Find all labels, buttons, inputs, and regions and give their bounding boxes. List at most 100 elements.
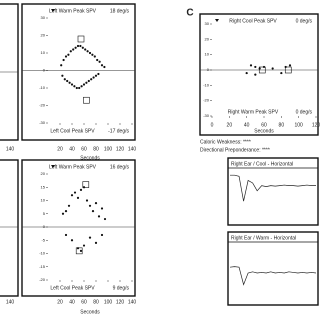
y-tick-label: 15	[41, 184, 46, 189]
y-tick-label: 10	[41, 50, 46, 55]
x-tick-label: 40	[244, 122, 250, 128]
y-tick-label: 20	[41, 33, 46, 38]
data-point	[76, 196, 80, 199]
y-tick-label: -15	[39, 264, 46, 269]
data-point	[67, 204, 71, 207]
data-point	[91, 210, 95, 213]
data-point	[61, 74, 64, 77]
x-tick-label: 140	[128, 299, 137, 305]
x-tick-label: 80	[93, 146, 99, 152]
peak-marker	[83, 96, 90, 104]
bottom-value: 0 deg/s	[296, 109, 313, 115]
data-point	[97, 215, 101, 218]
peak-marker	[77, 35, 85, 43]
data-point	[254, 65, 257, 69]
data-point	[70, 194, 74, 197]
data-point	[63, 78, 66, 81]
y-tick-label: 0	[43, 68, 46, 73]
data-point	[73, 191, 77, 194]
data-point	[90, 78, 93, 81]
x-tick-label: 40	[69, 146, 75, 152]
data-point	[79, 44, 82, 48]
panel-frame	[21, 159, 136, 297]
peak-marker	[258, 66, 266, 74]
data-point	[100, 233, 104, 237]
data-point	[94, 74, 98, 77]
data-point	[67, 53, 70, 56]
top-value: 18 deg/s	[110, 8, 130, 14]
x-tick-label: 80	[93, 299, 99, 305]
y-tick-label: 30	[41, 15, 46, 20]
x-axis-label: Seconds	[80, 155, 100, 161]
x-tick-label: 0	[211, 122, 214, 128]
y-tick-label: 10	[41, 198, 46, 203]
panel-frame	[21, 3, 136, 141]
bottom-label: Right Warm Peak SPV	[228, 109, 279, 115]
x-axis-label: Seconds	[80, 309, 100, 315]
x-tick-label: 140	[128, 146, 137, 152]
data-point	[245, 71, 248, 75]
data-point	[88, 204, 92, 207]
trace-title: Right Ear / Cool - Horizontal	[231, 161, 293, 167]
y-tick-label: -20	[203, 98, 210, 103]
y-tick-label: 20	[205, 36, 210, 41]
fragment-tick: 140	[6, 146, 15, 152]
peak-marker	[75, 247, 83, 255]
data-point	[93, 55, 96, 58]
x-tick-label: 100	[104, 299, 113, 305]
x-tick-label: 120	[116, 299, 125, 305]
data-point	[80, 85, 83, 88]
bottom-value: -17 deg/s	[108, 128, 129, 134]
data-point	[88, 51, 92, 55]
x-tick-label: 120	[116, 146, 125, 152]
trace-title: Right Ear / Warm - Horizontal	[231, 235, 296, 241]
data-point	[79, 188, 83, 191]
data-point	[75, 86, 78, 90]
y-tick-label: 5	[43, 211, 46, 216]
data-point	[79, 249, 83, 252]
data-point	[254, 73, 257, 76]
y-tick-label: 0	[207, 67, 210, 72]
data-point	[87, 79, 90, 83]
top-label: Left Warm Peak SPV	[49, 164, 97, 170]
top-label: Right Cool Peak SPV	[229, 18, 277, 24]
marker-arrow	[51, 165, 55, 168]
x-tick-label: 20	[227, 122, 233, 128]
data-point	[73, 85, 76, 88]
data-point	[70, 239, 74, 242]
data-point	[72, 48, 75, 51]
data-point	[280, 71, 283, 75]
panel-frame	[227, 231, 319, 306]
y-tick-label: 10	[205, 52, 210, 57]
panel-frame	[199, 13, 319, 136]
bottom-label: Left Cool Peak SPV	[50, 128, 95, 134]
x-tick-label: 120	[312, 122, 320, 128]
note: Caloric Weakness: ****	[200, 139, 251, 145]
y-tick-label: -10	[203, 82, 210, 87]
fragment-frame	[0, 159, 19, 297]
x-tick-label: 80	[279, 122, 285, 128]
data-point	[100, 64, 104, 67]
marker-arrow	[51, 9, 55, 12]
data-point	[76, 44, 80, 48]
data-point	[94, 202, 98, 205]
data-point	[84, 48, 87, 51]
data-point	[74, 46, 77, 49]
panel-label: C	[186, 8, 193, 19]
y-tick-label: -30	[39, 120, 46, 125]
data-point	[88, 236, 92, 239]
data-point	[70, 83, 74, 86]
trace	[229, 266, 317, 286]
bottom-value: 9 deg/s	[113, 285, 130, 291]
data-point	[86, 50, 89, 53]
data-point	[76, 247, 80, 250]
data-point	[96, 58, 99, 62]
data-point	[258, 67, 261, 70]
x-tick-label: 100	[294, 122, 303, 128]
trace	[230, 174, 316, 202]
note: Directional Preponderance: ****	[200, 147, 270, 153]
data-point	[82, 244, 86, 247]
top-value: 0 deg/s	[296, 18, 313, 24]
top-label: Left Warm Peak SPV	[49, 8, 97, 14]
